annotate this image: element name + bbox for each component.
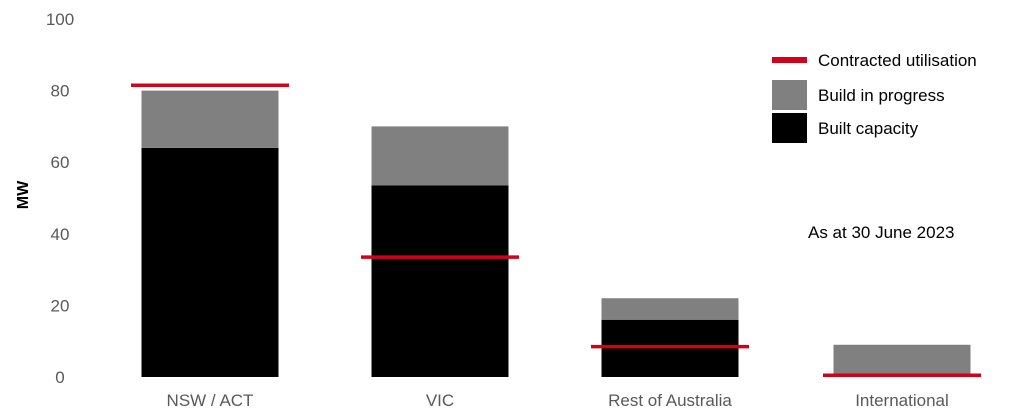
legend-swatch-contracted-utilisation <box>772 57 807 63</box>
bar-build-in-progress <box>141 90 279 148</box>
legend-swatch-build-in-progress <box>772 80 807 110</box>
bar-built-capacity <box>141 147 279 377</box>
y-axis: 0 20 40 60 80 100 <box>46 10 74 387</box>
y-tick-label: 60 <box>51 153 70 172</box>
x-category-label: NSW / ACT <box>167 391 254 410</box>
bar-built-capacity <box>601 319 739 377</box>
annotation-date: As at 30 June 2023 <box>808 223 955 242</box>
legend-label-built-capacity: Built capacity <box>818 119 919 138</box>
x-category-label: Rest of Australia <box>608 391 732 410</box>
x-axis: NSW / ACT VIC Rest of Australia Internation… <box>167 391 949 410</box>
legend-label-contracted-utilisation: Contracted utilisation <box>818 51 977 70</box>
bar-built-capacity <box>371 185 509 377</box>
legend-swatch-built-capacity <box>772 113 807 143</box>
x-category-label: International <box>855 391 949 410</box>
y-tick-label: 80 <box>51 82 70 101</box>
y-tick-label: 40 <box>51 225 70 244</box>
bar-build-in-progress <box>833 344 971 377</box>
legend: Contracted utilisation Build in progress B… <box>772 51 977 143</box>
bar-build-in-progress <box>371 126 509 186</box>
contracted-utilisation-markers <box>131 83 981 377</box>
bars <box>141 90 971 377</box>
x-category-label: VIC <box>426 391 454 410</box>
legend-label-build-in-progress: Build in progress <box>818 86 945 105</box>
y-tick-label: 0 <box>55 368 64 387</box>
y-axis-label: MW <box>15 180 32 209</box>
bar-build-in-progress <box>601 298 739 320</box>
y-tick-label: 20 <box>51 296 70 315</box>
y-tick-label: 100 <box>46 10 74 29</box>
